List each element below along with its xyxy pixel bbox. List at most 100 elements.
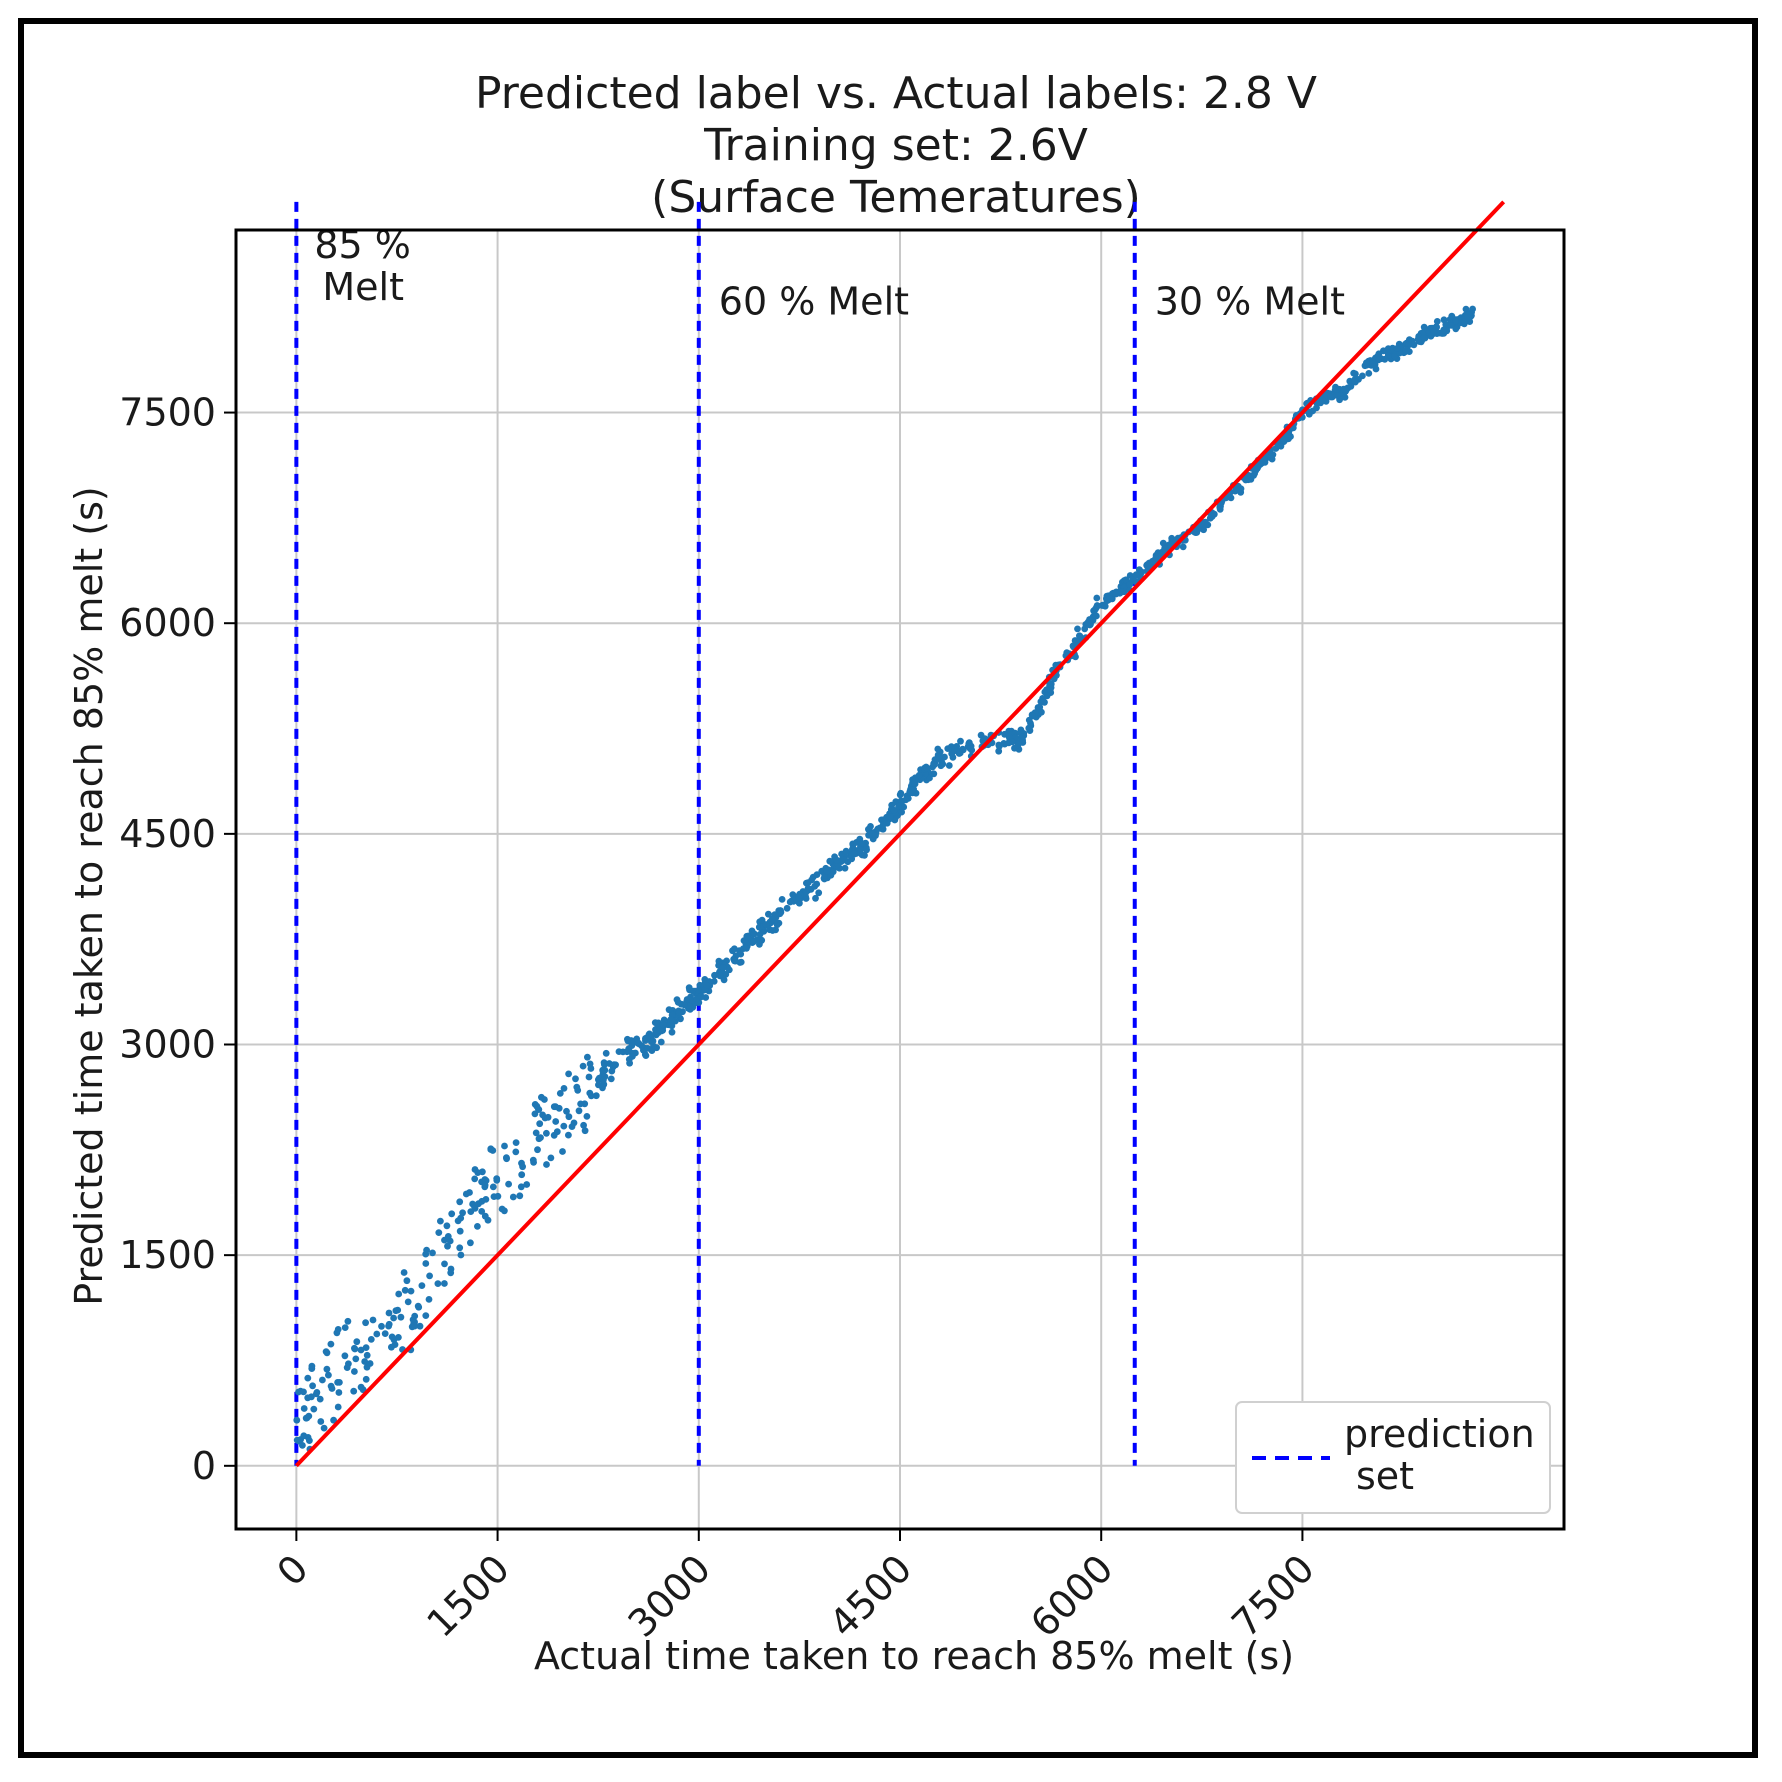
scatter-point [643,1035,651,1042]
scatter-point [786,898,794,906]
scatter-point [534,1146,541,1154]
scatter-point [1393,345,1401,352]
scatter-point [407,1287,415,1295]
scatter-point [1333,392,1341,399]
scatter-point [444,1242,451,1250]
scatter-point [362,1344,370,1351]
scatter-point [361,1358,369,1365]
identity-line-group [294,200,1506,1468]
scatter-point [478,1208,486,1215]
scatter-point [655,1026,663,1034]
scatter-point [629,1053,636,1060]
scatter-point [487,1145,495,1153]
scatter-point [1365,370,1373,377]
scatter-point [313,1389,321,1396]
scatter-point [1014,741,1022,749]
scatter-point [404,1298,412,1306]
scatter-point [1381,355,1389,363]
scatter-point [823,867,831,875]
scatter-point [1280,436,1288,444]
scatter-point [395,1334,402,1341]
scatter-point [628,1042,636,1049]
x-tick-label: 0 [269,1546,317,1594]
scatter-point [532,1129,540,1137]
scatter-point [923,764,931,772]
scatter-point [915,771,923,779]
scatter-point [530,1159,537,1166]
scatter-point [802,888,810,896]
y-tick-label: 6000 [119,601,216,645]
scatter-point [390,1314,397,1322]
scatter-point [635,1039,642,1047]
scatter-point [543,1129,550,1137]
scatter-point [304,1394,312,1402]
scatter-point [325,1371,332,1379]
scatter-point [533,1102,541,1110]
y-tick-label: 1500 [119,1233,216,1277]
scatter-point [581,1127,589,1135]
scatter-point [414,1302,422,1310]
scatter-point [509,1193,517,1201]
scatter-point [697,992,705,1000]
scatter-point [310,1405,318,1413]
scatter-point [1232,487,1239,495]
scatter-point [330,1416,337,1424]
scatter-point [906,789,914,797]
scatter-point [948,750,956,758]
scatter-point [362,1319,369,1327]
scatter-point [1043,692,1051,700]
scatter-point [539,1111,546,1119]
scatter-point [599,1084,606,1092]
scatter-point [512,1139,520,1146]
scatter-point [369,1316,377,1324]
scatter-point [815,889,823,897]
scatter-point [456,1244,464,1252]
scatter-point [381,1330,389,1337]
legend-label-line-2: set [1356,1454,1414,1498]
scatter-point [659,1021,667,1028]
scatter-point [304,1374,312,1382]
scatter-point [308,1365,316,1372]
scatter-point [397,1313,405,1321]
scatter-point [322,1348,330,1355]
scatter-point [352,1355,360,1363]
scatter-point [351,1368,358,1375]
scatter-point [336,1379,343,1386]
scatter-point [565,1113,573,1121]
scatter-point [1092,611,1099,619]
scatter-point [300,1432,308,1440]
melt-annotation: Melt [322,265,404,309]
scatter-point [935,752,943,760]
scatter-point [401,1286,409,1294]
scatter-point [327,1340,335,1348]
x-tick-label: 1500 [418,1546,518,1646]
scatter-point [501,1142,508,1150]
scatter-point [750,938,757,946]
scatter-point [544,1113,552,1121]
scatter-point [1420,334,1428,341]
scatter-point [587,1065,595,1072]
scatter-point [930,761,938,769]
scatter-point [585,1073,593,1081]
scatter-point [1372,365,1380,373]
scatter-point [1009,738,1016,746]
scatter-point [316,1395,324,1403]
scatter-point [481,1212,489,1220]
scatter-point [456,1198,464,1206]
scatter-point [783,904,791,912]
scatter-point [612,1061,619,1069]
scatter-point [719,964,727,971]
scatter-point [966,745,974,752]
scatter-point [599,1067,607,1075]
scatter-point [842,847,850,855]
scatter-point [563,1107,570,1115]
scatter-point [1074,625,1081,633]
scatter-point [1093,594,1101,602]
scatter-point [341,1324,349,1331]
scatter-point [395,1290,403,1298]
scatter-point [813,871,821,878]
scatter-point [926,774,933,782]
scatter-point [493,1175,501,1182]
x-tick-label: 7500 [1223,1546,1323,1646]
scatter-point [944,745,952,752]
